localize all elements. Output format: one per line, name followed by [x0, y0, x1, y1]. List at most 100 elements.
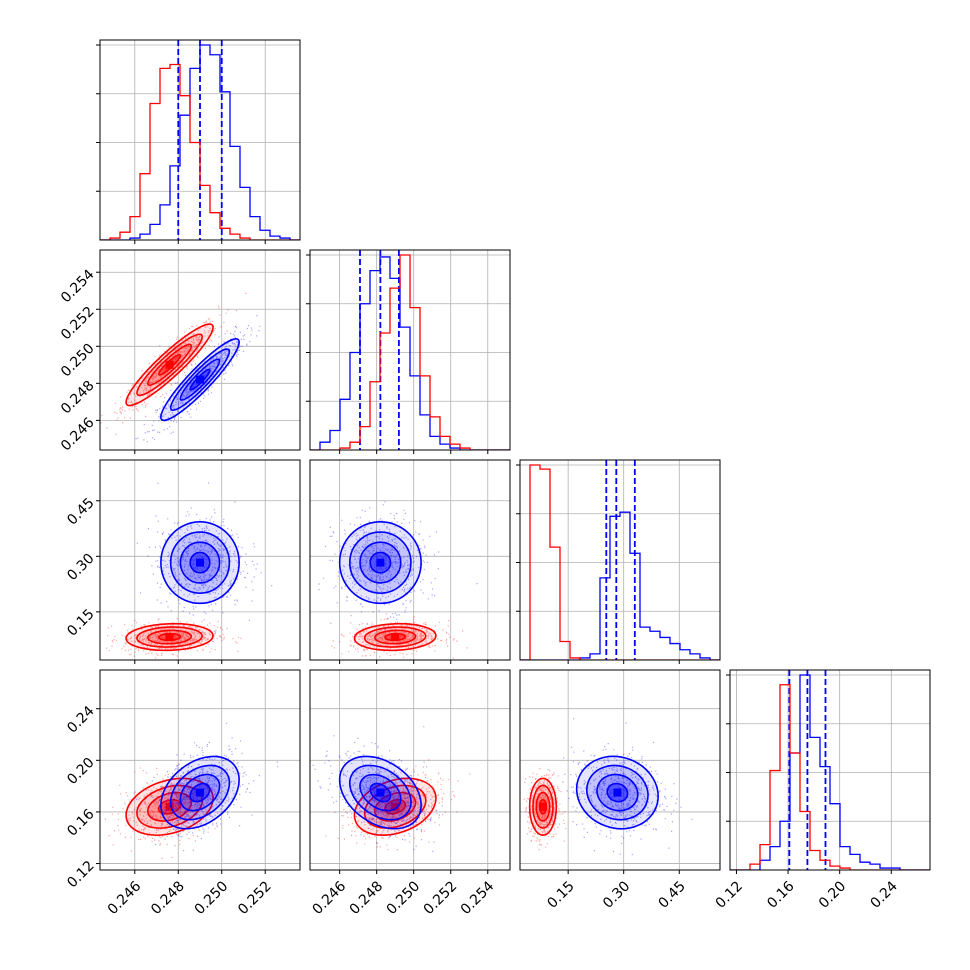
contour-line — [136, 626, 203, 648]
density-peak — [613, 788, 622, 797]
panel-2-0 — [96, 459, 301, 664]
x-tick-label: 0.248 — [347, 878, 387, 918]
density-peak — [376, 788, 385, 797]
scatter-points — [100, 292, 247, 436]
x-tick-label: 0.252 — [235, 878, 275, 918]
contour-line — [353, 777, 437, 836]
contour-line — [189, 551, 211, 574]
y-tick-label: 0.45 — [64, 495, 97, 528]
contour-line — [160, 338, 240, 422]
contour-line — [349, 764, 412, 821]
y-tick-label: 0.24 — [64, 703, 97, 736]
contour-line — [374, 629, 417, 645]
y-tick-label: 0.12 — [64, 858, 97, 891]
contour-line — [189, 782, 211, 803]
density-peak — [165, 360, 174, 369]
panel-content — [730, 670, 930, 870]
scatter-points — [106, 618, 242, 659]
x-tick-label: 0.250 — [384, 878, 424, 918]
panel-content — [100, 40, 300, 240]
panel-2-1 — [309, 459, 511, 664]
contour-line — [338, 755, 422, 830]
contour-line — [349, 531, 412, 594]
contour-line — [136, 333, 203, 397]
contour-line — [363, 784, 427, 829]
density-peak — [538, 802, 547, 811]
contour-line — [359, 773, 402, 812]
contour-line — [147, 343, 193, 386]
y-tick-label: 0.248 — [58, 378, 98, 418]
x-tick-label: 0.252 — [421, 878, 461, 918]
density-peak — [376, 558, 385, 567]
contour-line — [606, 782, 629, 803]
density-peak — [391, 802, 400, 811]
panel-frame — [309, 459, 511, 661]
density-peak — [165, 802, 174, 811]
panel-frame — [99, 39, 301, 241]
panel-content — [100, 250, 300, 450]
contour-line — [338, 521, 422, 605]
panel-content — [100, 460, 300, 660]
density-peak — [196, 558, 204, 567]
histogram-step-1 — [310, 254, 510, 450]
contour-line — [528, 777, 558, 836]
contour-line — [179, 773, 221, 812]
histogram-step-0 — [520, 511, 720, 660]
panel-content — [310, 250, 510, 450]
contour-line — [353, 622, 437, 652]
contour-line — [586, 764, 649, 821]
contour-line — [359, 541, 402, 584]
contour-line — [125, 323, 214, 407]
panel-2-2 — [516, 459, 721, 664]
panel-content — [310, 670, 510, 870]
panel-frame — [519, 669, 721, 871]
contour-line — [160, 755, 240, 830]
x-tick-label: 0.24 — [868, 878, 901, 911]
y-tick-label: 0.20 — [64, 755, 97, 788]
contour-line — [147, 629, 193, 645]
density-peak — [391, 633, 400, 642]
panel-1-0 — [96, 249, 301, 454]
y-tick-label: 0.254 — [58, 267, 98, 307]
panel-3-3 — [726, 669, 931, 874]
panel-content — [310, 460, 510, 660]
density-peak — [165, 633, 174, 642]
x-tick-label: 0.246 — [105, 878, 145, 918]
panels — [96, 39, 931, 874]
y-tick-label: 0.246 — [58, 415, 98, 455]
x-tick-label: 0.20 — [816, 878, 849, 911]
y-tick-label: 0.252 — [58, 304, 98, 344]
panel-3-0 — [96, 669, 301, 874]
histogram-step-0 — [100, 44, 300, 240]
density-peak — [196, 375, 204, 384]
y-tick-label: 0.16 — [64, 806, 97, 839]
x-tick-label: 0.254 — [458, 878, 498, 918]
panel-3-2 — [519, 669, 721, 874]
y-tick-label: 0.250 — [58, 341, 98, 381]
panel-frame — [309, 249, 511, 451]
x-tick-label: 0.248 — [148, 878, 188, 918]
panel-frame — [729, 669, 931, 871]
contour-line — [136, 784, 203, 829]
histogram-step-1 — [520, 464, 720, 660]
contour-line — [179, 541, 221, 584]
panel-content — [100, 670, 300, 870]
panel-content — [520, 460, 720, 660]
panel-frame — [519, 459, 721, 661]
x-tick-label: 0.30 — [600, 878, 633, 911]
panel-3-1 — [309, 669, 511, 874]
contour-line — [363, 626, 427, 648]
x-tick-label: 0.45 — [656, 878, 689, 911]
contour-line — [125, 622, 214, 652]
panel-frame — [99, 459, 301, 661]
contour-line — [169, 764, 231, 821]
contour-line — [369, 782, 392, 803]
panel-1-1 — [306, 249, 511, 454]
contour-line — [532, 784, 554, 829]
x-tick-label: 0.246 — [310, 878, 350, 918]
y-tick-label: 0.30 — [64, 551, 97, 584]
histogram-step-0 — [730, 674, 930, 870]
scatter-points — [133, 722, 279, 852]
scatter-points — [331, 613, 468, 660]
